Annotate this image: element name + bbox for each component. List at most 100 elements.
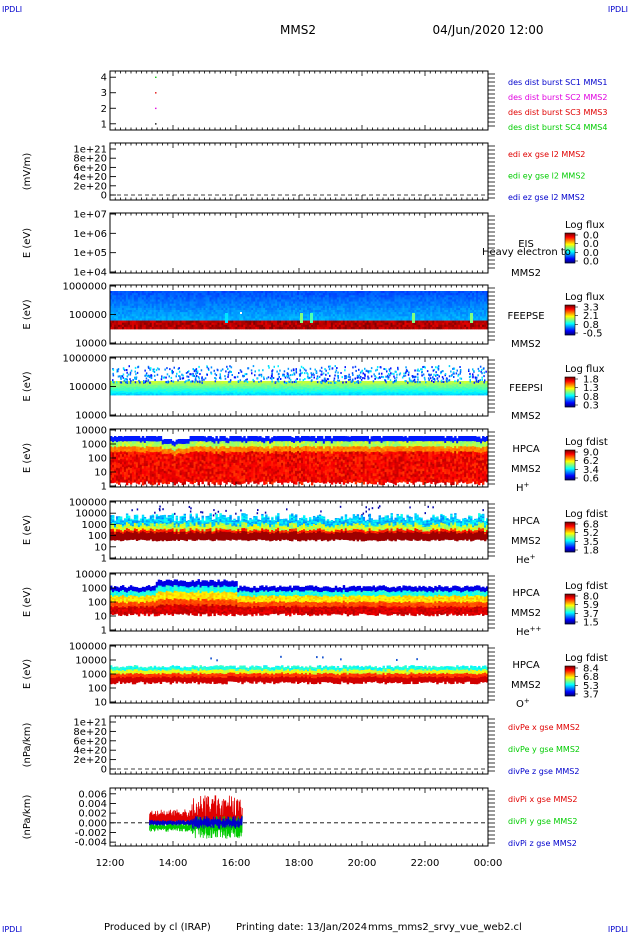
spectrogram-cell <box>332 293 336 296</box>
spectrogram-cell <box>261 316 264 319</box>
spectrogram-cell <box>446 299 449 302</box>
spectrogram-cell <box>129 312 133 315</box>
spectrogram-cell <box>450 312 453 315</box>
spectrogram-cell <box>197 305 200 309</box>
spectrogram-cell <box>308 307 312 311</box>
spectrogram-cell <box>402 297 405 300</box>
spectrogram-cell <box>121 318 125 321</box>
spectrogram-cell <box>320 312 324 315</box>
spectrogram-cell <box>426 316 429 319</box>
spectrogram-cell <box>316 314 320 317</box>
spectrogram-cell <box>159 388 163 390</box>
spectrogram-cell <box>414 297 417 300</box>
spectrogram-cell <box>454 291 457 294</box>
spectrogram-cell <box>384 324 387 328</box>
spectrogram-cell <box>231 322 234 326</box>
spectrogram-cell <box>322 299 326 302</box>
spectrogram-cell <box>398 312 401 315</box>
spectrogram-cell <box>145 388 149 390</box>
spectrogram-cell <box>342 318 346 321</box>
spectrogram-cell <box>474 297 477 300</box>
spectrogram-cell <box>346 326 350 330</box>
spectrogram-cell <box>472 314 475 317</box>
spectrogram-cell <box>145 383 149 385</box>
spectrogram-cell <box>177 318 181 321</box>
spectrogram-cell <box>133 312 137 315</box>
spectrogram-cell <box>350 295 354 298</box>
spectrogram-cell <box>370 291 374 294</box>
spectrogram-cell <box>211 297 214 300</box>
spectrogram-cell <box>187 314 190 317</box>
spectrogram-cell <box>171 320 175 324</box>
spectrogram-cell <box>169 394 173 396</box>
spectrogram-cell <box>221 316 224 319</box>
spectrogram-cell <box>209 324 212 328</box>
spectrogram-cell <box>171 307 175 311</box>
spectrogram-cell <box>173 299 177 302</box>
spectrogram-cell <box>117 307 121 311</box>
spectrogram-cell <box>127 303 131 307</box>
spectrogram-cell <box>291 297 294 300</box>
spectrogram-cell <box>277 305 280 309</box>
spectrogram-cell <box>285 293 288 296</box>
spectrogram-cell <box>125 384 129 387</box>
spectrogram-cell <box>281 320 284 324</box>
spectrogram-cell <box>155 318 159 321</box>
spectrogram-cell <box>155 389 159 391</box>
spectrogram-cell <box>406 307 409 311</box>
spectrogram-cell <box>267 291 270 294</box>
spectrogram-cell <box>466 316 469 319</box>
spectrogram-cell <box>173 301 177 305</box>
spectrogram-cell <box>133 386 137 388</box>
spectrogram-cell <box>259 299 262 302</box>
spectrogram-cell <box>127 293 131 296</box>
spectrogram-cell <box>390 305 393 309</box>
spectrogram-cell <box>127 389 131 391</box>
spectrogram-cell <box>368 301 372 305</box>
spectrogram-cell <box>302 299 306 302</box>
spectrogram-cell <box>121 385 125 387</box>
spectrogram-cell <box>110 326 113 330</box>
spectrogram-cell <box>153 384 157 387</box>
spectrogram-cell <box>189 314 192 317</box>
spectrogram-cell <box>243 301 246 305</box>
spectrogram-cell <box>400 295 403 298</box>
spectrogram-cell <box>147 386 151 388</box>
spectrogram-cell <box>374 293 377 296</box>
spectrogram-cell <box>460 324 463 328</box>
spectrogram-cell <box>229 303 232 307</box>
spectrogram-cell <box>253 297 256 300</box>
spectrogram-cell <box>167 384 171 386</box>
spectrogram-cell <box>169 301 173 305</box>
spectrogram-cell <box>177 316 181 319</box>
spectrogram-cell <box>185 385 188 387</box>
spectrogram-cell <box>127 385 131 387</box>
spectrogram-cell <box>330 322 334 326</box>
spectrogram-cell <box>362 320 366 324</box>
spectrogram-cell <box>372 305 375 309</box>
spectrogram-cell <box>133 324 137 328</box>
spectrogram-cell <box>201 316 204 319</box>
spectrogram-cell <box>235 293 238 296</box>
spectrogram-cell <box>145 391 149 394</box>
spectrogram-cell <box>322 297 326 300</box>
spectrogram-cell <box>482 299 485 302</box>
spectrogram-cell <box>191 388 194 390</box>
spectrogram-cell <box>119 307 123 311</box>
spectrogram-cell <box>362 305 366 309</box>
spectrogram-cell <box>159 320 163 324</box>
spectrogram-cell <box>346 291 350 294</box>
spectrogram-cell <box>147 394 151 396</box>
spectrogram-cell <box>217 297 220 300</box>
spectrogram-cell <box>191 384 194 387</box>
spectrogram-cell <box>223 320 226 324</box>
spacecraft-label: MMS2 <box>511 339 541 350</box>
spectrogram-cell <box>125 385 129 387</box>
spectrogram-cell <box>291 293 294 296</box>
spectrogram-cell <box>117 381 121 383</box>
spectrogram-cell <box>115 320 119 324</box>
spectrogram-cell <box>444 295 447 298</box>
spectrogram-cell <box>179 314 183 317</box>
spectrogram-cell <box>211 295 214 298</box>
spectrogram-cell <box>141 387 145 389</box>
